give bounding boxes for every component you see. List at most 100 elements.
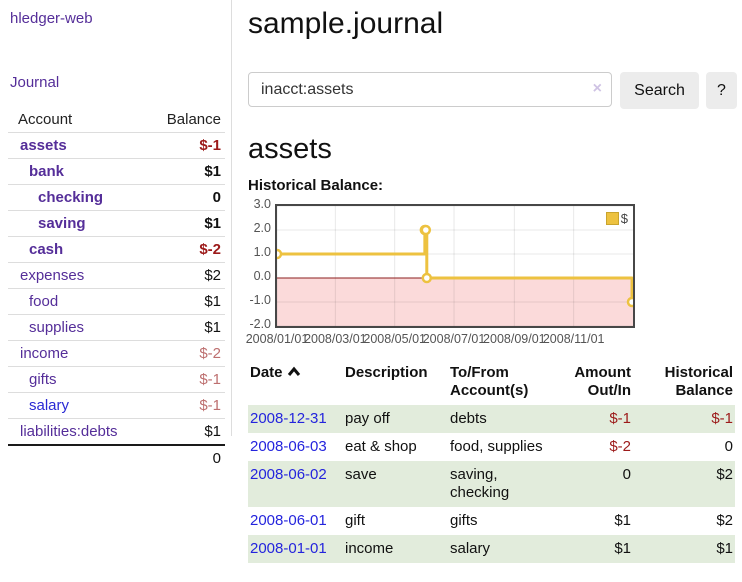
- account-balance: $1: [156, 314, 225, 341]
- account-heading: assets: [248, 133, 332, 165]
- account-link-liabilities-debts[interactable]: liabilities:debts: [20, 423, 118, 440]
- transaction-date-link[interactable]: 2008-06-03: [250, 438, 327, 455]
- account-balance: 0: [156, 184, 225, 211]
- sort-ascending-icon: [287, 364, 301, 382]
- account-link-salary[interactable]: salary: [29, 397, 70, 414]
- y-axis-tick-label: 2.0: [253, 221, 271, 235]
- y-axis-tick-label: 3.0: [253, 197, 271, 211]
- accounts-col-balance: Balance: [166, 111, 221, 128]
- transaction-amount: $1: [614, 512, 631, 529]
- x-axis-tick-label: 2008/09/01: [483, 332, 546, 346]
- transaction-balance: $1: [633, 535, 735, 563]
- transaction-balance: $2: [633, 461, 735, 507]
- transaction-description: income: [343, 535, 448, 563]
- account-link-bank[interactable]: bank: [29, 163, 65, 180]
- account-row: checking 0: [8, 184, 225, 211]
- transaction-accounts: debts: [448, 405, 560, 433]
- chart-plot-area[interactable]: $: [275, 204, 635, 328]
- register-col-amount: Amount Out/In: [574, 364, 631, 399]
- register-row: 2008-06-03 eat & shop food, supplies $-2…: [248, 433, 735, 461]
- account-row: salary $-1: [8, 392, 225, 419]
- transaction-date-link[interactable]: 2008-12-31: [250, 410, 327, 427]
- account-link-income[interactable]: income: [20, 345, 69, 362]
- historical-balance-chart: $ 3.0 2.0 1.0 0.0 -1.0 -2.0 2008/01/01 2008/03…: [246, 197, 735, 346]
- register-row: 2008-06-02 save saving, checking 0 $2: [248, 461, 735, 507]
- transaction-description: gift: [345, 512, 366, 529]
- y-axis-tick-label: -2.0: [249, 317, 271, 331]
- account-balance: $1: [156, 288, 225, 315]
- account-link-cash[interactable]: cash: [29, 241, 64, 258]
- transaction-description: pay off: [343, 405, 448, 433]
- search-input[interactable]: [248, 72, 612, 107]
- accounts-table: Account Balance assets $-1 bank $1 check…: [8, 107, 225, 471]
- account-link-expenses[interactable]: expenses: [20, 267, 85, 284]
- transaction-amount: 0: [560, 461, 633, 507]
- legend-label: $: [620, 211, 628, 226]
- register-row: 2008-06-01 gift gifts $1 $2: [248, 507, 735, 535]
- search-button[interactable]: Search: [620, 72, 699, 109]
- account-row: income $-2: [8, 340, 225, 367]
- account-link-food[interactable]: food: [29, 293, 59, 310]
- register-col-accounts: To/From Account(s): [450, 364, 529, 399]
- clear-search-icon[interactable]: ×: [592, 80, 602, 97]
- main-content: sample.journal × Search ? assets Histori…: [246, 0, 737, 563]
- account-row: supplies $1: [8, 314, 225, 341]
- transaction-balance: 0: [724, 438, 733, 455]
- chart-legend: $: [605, 211, 628, 226]
- transaction-date-link[interactable]: 2008-06-01: [250, 512, 327, 529]
- app-brand-link[interactable]: hledger-web: [10, 10, 93, 27]
- register-col-date[interactable]: Date: [248, 359, 343, 405]
- register-row: 2008-12-31 pay off debts $-1 $-1: [248, 405, 735, 433]
- help-button[interactable]: ?: [706, 72, 737, 109]
- account-row: cash $-2: [8, 236, 225, 263]
- register-col-balance: Historical Balance: [664, 364, 733, 399]
- account-balance: $-1: [156, 132, 225, 159]
- accounts-total-row: 0: [8, 444, 225, 471]
- transaction-amount: $-1: [560, 405, 633, 433]
- transaction-accounts: salary: [448, 535, 560, 563]
- account-balance: $1: [156, 418, 225, 445]
- account-balance: $2: [156, 262, 225, 289]
- chart-title: Historical Balance:: [248, 177, 384, 194]
- account-row: liabilities:debts $1: [8, 418, 225, 445]
- transaction-accounts: gifts: [450, 512, 478, 529]
- account-link-assets[interactable]: assets: [20, 137, 67, 154]
- transaction-date-link[interactable]: 2008-06-02: [250, 466, 327, 483]
- transaction-amount: $1: [560, 535, 633, 563]
- accounts-col-account: Account: [18, 111, 73, 128]
- transaction-amount: $-2: [609, 438, 631, 455]
- account-link-gifts[interactable]: gifts: [29, 371, 57, 388]
- account-link-checking[interactable]: checking: [38, 189, 104, 206]
- account-row: bank $1: [8, 158, 225, 185]
- account-row: saving $1: [8, 210, 225, 237]
- transaction-accounts: saving, checking: [448, 461, 560, 507]
- accounts-header-row: Account Balance: [8, 107, 225, 133]
- sidebar-item-journal[interactable]: Journal: [10, 74, 60, 91]
- account-row: food $1: [8, 288, 225, 315]
- y-axis-tick-label: 1.0: [253, 245, 271, 259]
- x-axis-tick-label: 2008/11/01: [542, 332, 605, 346]
- register-table: Date Description To/From Account(s) Amou…: [248, 359, 735, 563]
- transaction-accounts: food, supplies: [450, 438, 543, 455]
- register-header-row: Date Description To/From Account(s) Amou…: [248, 359, 735, 405]
- account-row: expenses $2: [8, 262, 225, 289]
- register-row: 2008-01-01 income salary $1 $1: [248, 535, 735, 563]
- account-balance: $-2: [156, 340, 225, 367]
- account-row: assets $-1: [8, 132, 225, 159]
- transaction-date-link[interactable]: 2008-01-01: [250, 540, 327, 557]
- account-balance: $1: [156, 158, 225, 185]
- transaction-balance: $2: [716, 512, 733, 529]
- x-axis-tick-label: 2008/05/01: [363, 332, 426, 346]
- page-title: sample.journal: [248, 7, 444, 40]
- account-row: gifts $-1: [8, 366, 225, 393]
- transaction-description: save: [343, 461, 448, 507]
- accounts-total-balance: 0: [156, 444, 225, 471]
- account-balance: $-2: [156, 236, 225, 263]
- account-link-supplies[interactable]: supplies: [29, 319, 85, 336]
- legend-swatch-icon: [605, 212, 619, 225]
- transaction-balance: $-1: [633, 405, 735, 433]
- account-link-saving[interactable]: saving: [38, 215, 86, 232]
- y-axis-tick-label: 0.0: [253, 269, 271, 283]
- y-axis-tick-label: -1.0: [249, 293, 271, 307]
- x-axis-tick-label: 2008/01/01: [245, 332, 309, 346]
